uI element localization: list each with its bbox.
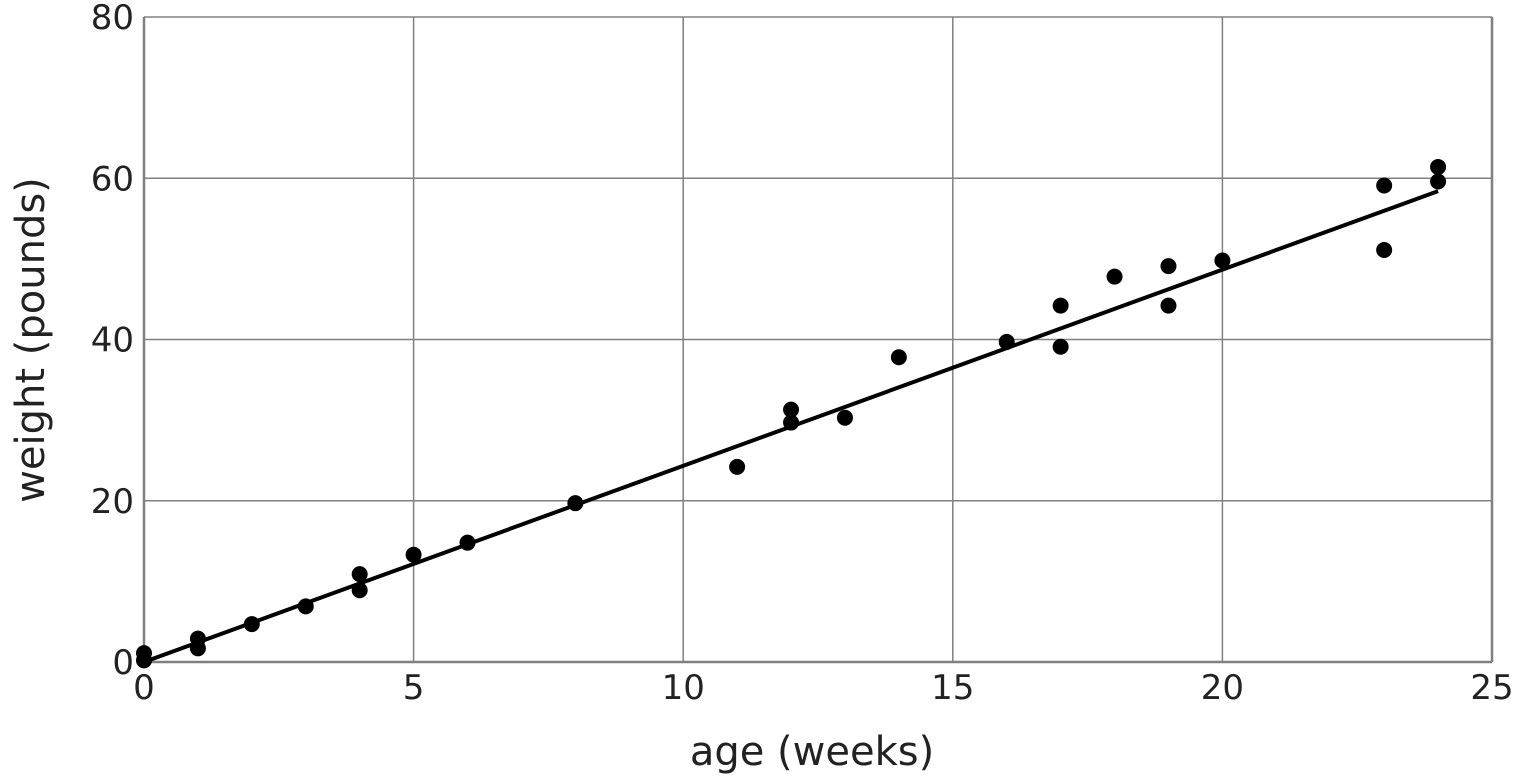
data-point [1052,338,1069,355]
y-tick-label: 0 [112,643,134,683]
data-point [1160,297,1177,314]
data-point [567,495,584,512]
data-point [189,640,206,657]
y-tick-label: 40 [91,321,134,361]
data-point [1376,177,1393,194]
y-tick-label: 20 [91,482,134,522]
grid [142,16,1494,664]
x-tick-label: 25 [1470,668,1513,708]
data-point [351,582,368,599]
data-point [243,616,260,633]
data-point [136,652,152,669]
data-point [1430,158,1447,175]
data-point [729,458,746,475]
data-point [1214,252,1231,269]
data-marks [136,158,1447,669]
data-point [783,414,800,431]
data-point [1430,173,1447,190]
y-tick-label: 60 [91,159,134,199]
data-point [998,333,1015,350]
x-tick-label: 15 [931,668,974,708]
data-point [890,349,907,366]
x-tick-label: 0 [133,668,155,708]
x-tick-label: 10 [662,668,705,708]
data-point [1052,297,1069,314]
x-tick-label: 5 [403,668,425,708]
data-point [459,534,476,551]
data-point [783,401,800,418]
data-point [1160,258,1177,275]
y-axis-label: weight (pounds) [8,177,54,503]
x-tick-label: 20 [1201,668,1244,708]
x-axis-label: age (weeks) [690,729,934,775]
tick-labels: 0 5 10 15 20 25 0 20 40 60 80 [91,0,1514,708]
data-point [351,566,368,583]
data-point [405,546,422,563]
y-tick-label: 80 [91,0,134,38]
data-point [1106,268,1123,285]
data-point [836,409,853,426]
data-point [1376,242,1393,259]
data-point [297,598,314,615]
